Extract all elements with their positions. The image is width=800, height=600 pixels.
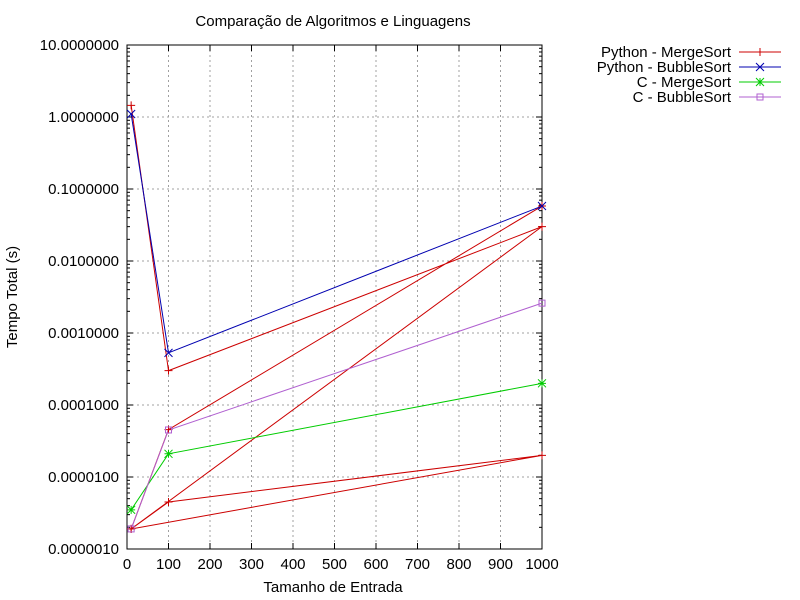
data-point-0-5 bbox=[538, 451, 546, 460]
x-tick-label: 600 bbox=[363, 556, 388, 573]
data-point-2-1 bbox=[164, 449, 173, 459]
x-tick-label: 800 bbox=[446, 556, 471, 573]
chart-title: Comparação de Algoritmos e Linguagens bbox=[195, 13, 470, 30]
series-line-3 bbox=[130, 302, 543, 530]
axis-ticks: 0 100 200 300 400 500 600 700 800 900 1000 0.000001… bbox=[40, 37, 559, 573]
y-tick-label: 10.0000000 bbox=[40, 37, 119, 54]
x-tick-label: 400 bbox=[280, 556, 305, 573]
data-point-0-0 bbox=[127, 101, 136, 110]
data-point-1-2 bbox=[537, 201, 547, 211]
legend-marker-2 bbox=[755, 77, 765, 87]
series-line-1 bbox=[130, 113, 543, 354]
data-point-1-1 bbox=[164, 348, 173, 358]
data-point-2-0 bbox=[126, 505, 136, 515]
y-tick-label: 0.0100000 bbox=[48, 253, 119, 270]
data-point-0-1 bbox=[164, 366, 173, 375]
series-line-2 bbox=[130, 382, 543, 511]
legend-marker-3 bbox=[756, 93, 764, 101]
x-axis-title: Tamanho de Entrada bbox=[263, 579, 403, 596]
legend-label-2: C - MergeSort bbox=[637, 74, 732, 91]
legend-label-3: C - BubbleSort bbox=[633, 89, 732, 106]
data-point-3-0 bbox=[127, 525, 135, 533]
legend-label-0: Python - MergeSort bbox=[601, 44, 732, 61]
data-point-0-4 bbox=[164, 497, 173, 506]
y-tick-label: 0.0010000 bbox=[48, 325, 119, 342]
x-tick-label: 700 bbox=[405, 556, 430, 573]
legend-marker-1 bbox=[755, 62, 765, 72]
series-lines bbox=[130, 105, 543, 530]
x-tick-label: 200 bbox=[197, 556, 222, 573]
data-point-3-1 bbox=[165, 426, 172, 434]
grid bbox=[127, 45, 542, 549]
legend-marker-0 bbox=[756, 48, 764, 56]
data-point-1-0 bbox=[126, 109, 136, 119]
x-tick-label: 900 bbox=[488, 556, 513, 573]
x-tick-label: 300 bbox=[239, 556, 264, 573]
series-line-0 bbox=[130, 105, 543, 530]
y-tick-label: 0.1000000 bbox=[48, 181, 119, 198]
y-tick-label: 1.0000000 bbox=[48, 109, 119, 126]
x-tick-label: 500 bbox=[322, 556, 347, 573]
series-markers bbox=[126, 101, 547, 533]
y-axis-title: Tempo Total (s) bbox=[4, 246, 21, 348]
legend-label-1: Python - BubbleSort bbox=[597, 59, 732, 76]
data-point-3-2 bbox=[538, 299, 546, 307]
data-point-0-2 bbox=[538, 222, 546, 231]
x-tick-label: 100 bbox=[156, 556, 181, 573]
y-tick-label: 0.0001000 bbox=[48, 397, 119, 414]
x-tick-label: 1000 bbox=[525, 556, 558, 573]
y-tick-label: 0.0000010 bbox=[48, 541, 119, 558]
y-tick-label: 0.0000100 bbox=[48, 469, 119, 486]
x-tick-label: 0 bbox=[123, 556, 131, 573]
data-point-2-2 bbox=[537, 378, 547, 388]
